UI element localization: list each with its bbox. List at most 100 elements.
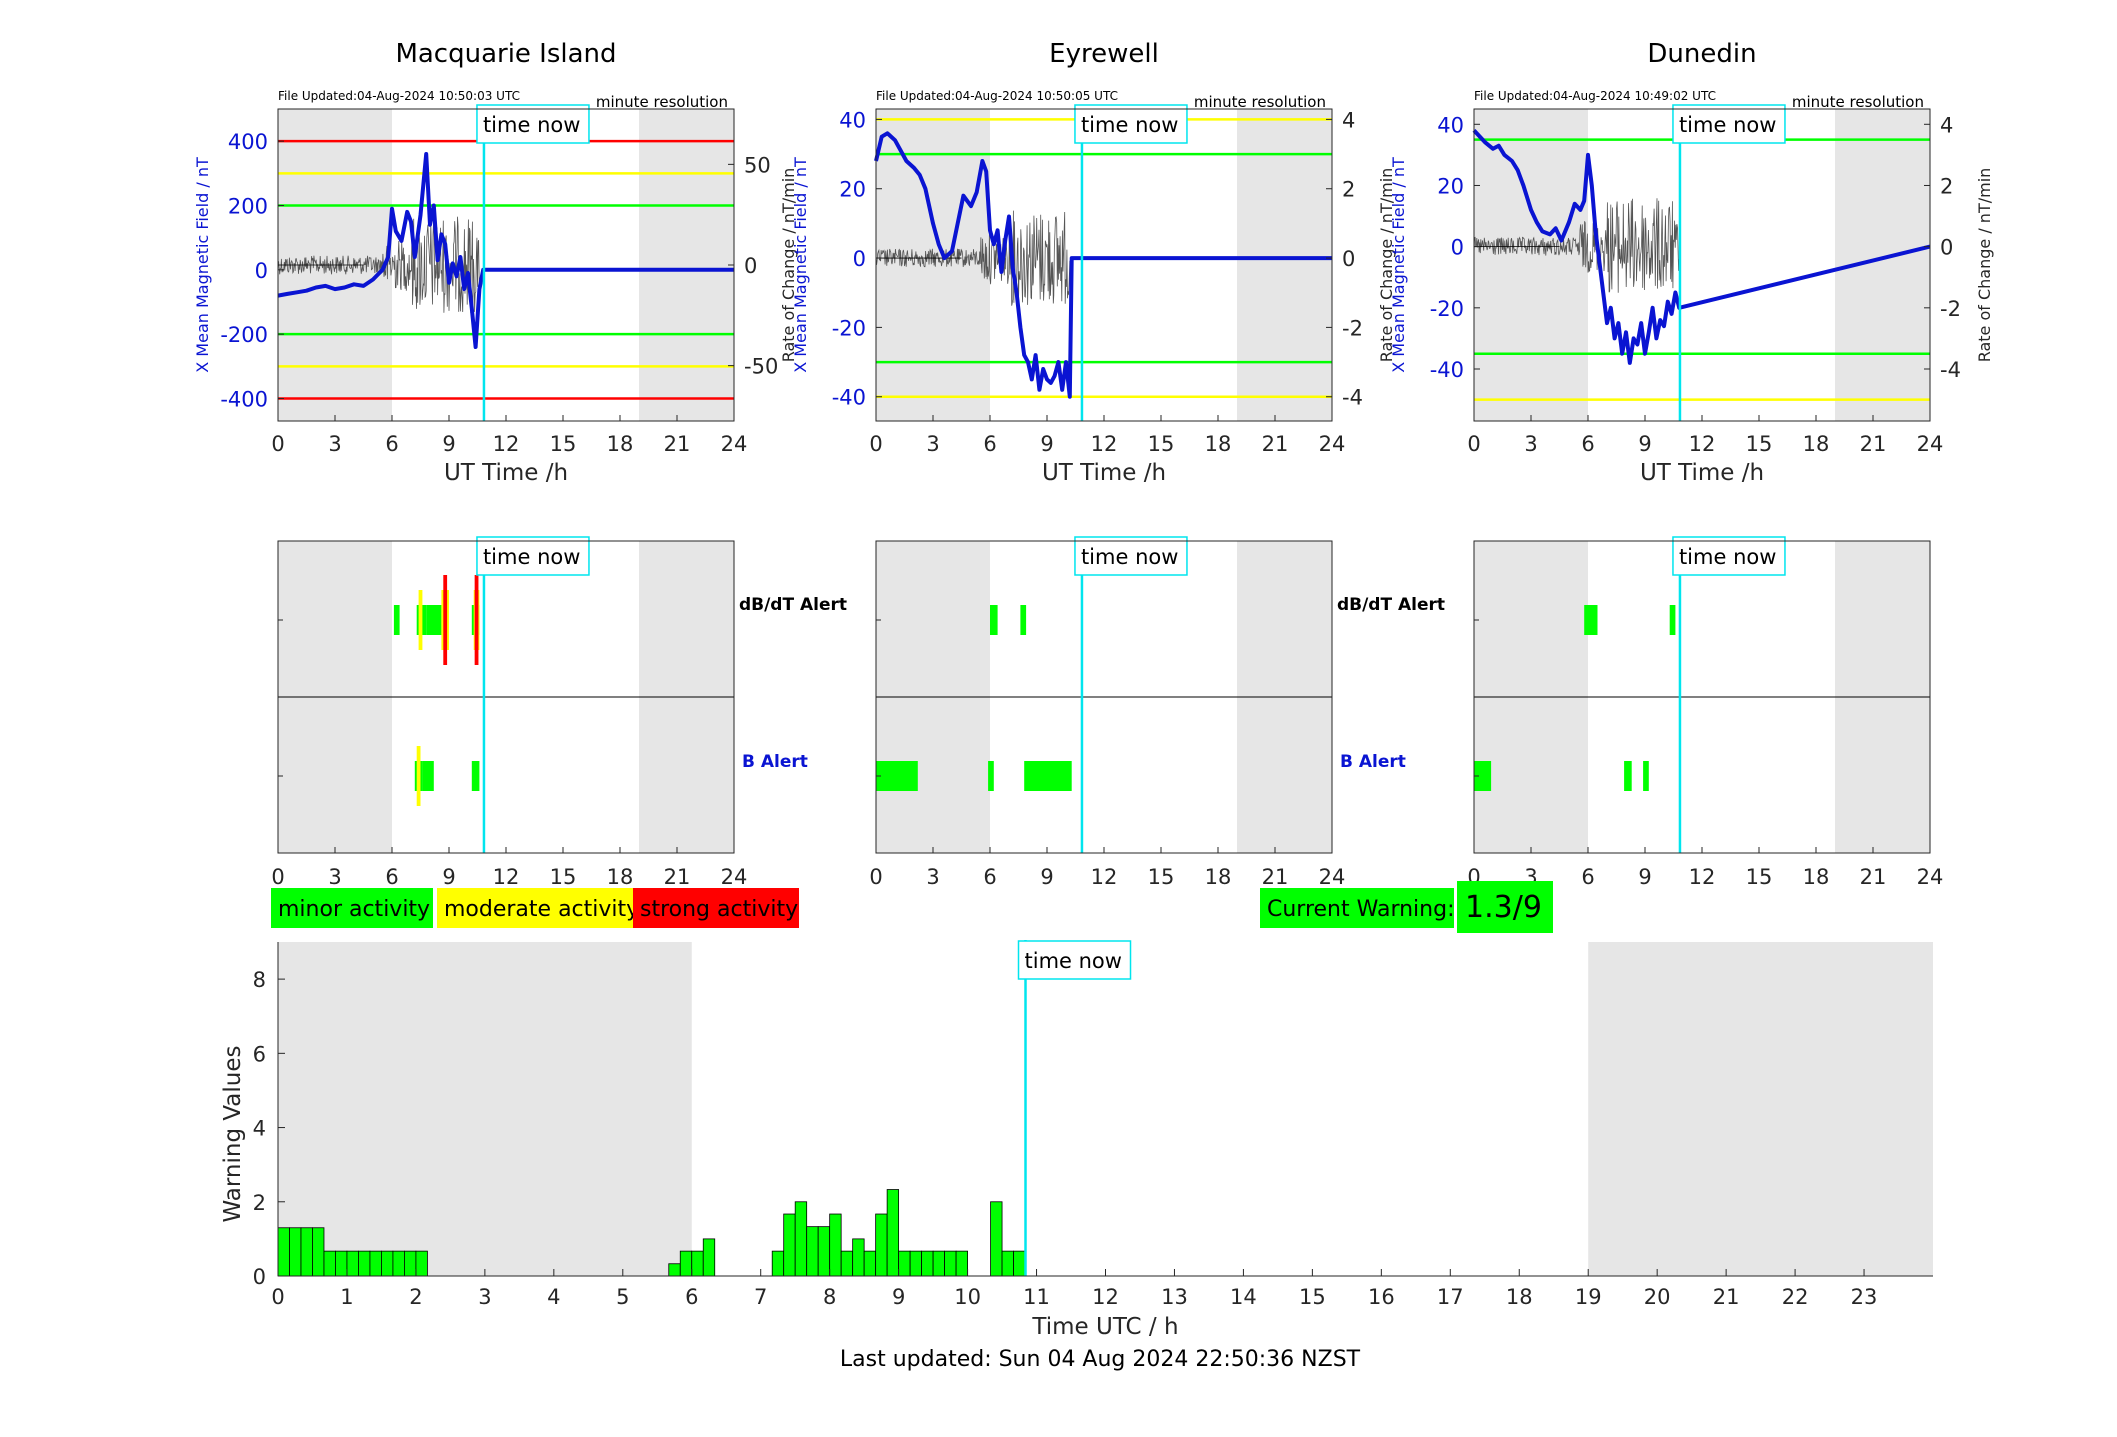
x-tick-label: 3 xyxy=(1524,432,1537,456)
station-panel-2: time now Dunedin File Updated:04-Aug-2024 … xyxy=(1389,39,1994,486)
right-tick-label: 4 xyxy=(1940,113,1953,137)
warning-bar xyxy=(944,1250,957,1277)
x-tick-label: 1 xyxy=(340,1285,353,1309)
rate-of-change-trace xyxy=(1473,198,1680,293)
warning-bar xyxy=(300,1227,313,1277)
warning-bar xyxy=(921,1250,934,1277)
time-now-box xyxy=(476,536,590,576)
legend-minor-label: minor activity xyxy=(278,897,430,922)
right-tick-label: 0 xyxy=(1342,247,1355,271)
file-updated: File Updated:04-Aug-2024 10:49:02 UTC xyxy=(1474,89,1716,103)
resolution-label: minute resolution xyxy=(596,93,728,111)
x-mean-field-line xyxy=(277,152,734,349)
warning-bar xyxy=(886,1189,900,1277)
alert-panel-0: time now 0 3 6 9 12 15 18 21 24 dB/dT Alert B Alert xyxy=(271,536,847,889)
night-shade xyxy=(1474,109,1588,421)
x-tick-label: 21 xyxy=(1713,1285,1740,1309)
x-tick-label: 0 xyxy=(271,865,284,889)
x-tick-label: 15 xyxy=(1299,1285,1326,1309)
y-tick-label: 2 xyxy=(253,1191,266,1215)
warning-bar xyxy=(381,1250,394,1277)
warning-bar xyxy=(346,1250,359,1277)
x-tick-label: 9 xyxy=(1638,432,1651,456)
left-axis-label: X Mean Magnetic Field / nT xyxy=(193,157,212,373)
left-tick-label: 20 xyxy=(1437,174,1464,198)
dbdt-alert-bar xyxy=(474,575,479,665)
legend-strong-label: strong activity xyxy=(640,897,798,922)
warning-bar xyxy=(289,1227,302,1277)
dbdt-alert-bar xyxy=(1584,605,1598,635)
x-tick-label: 12 xyxy=(1689,432,1716,456)
right-axis-label: Rate of Change / nT/min xyxy=(1377,168,1396,363)
x-tick-label: 15 xyxy=(550,865,577,889)
left-tick-label: -20 xyxy=(832,316,866,340)
warning-bar xyxy=(932,1250,945,1277)
legend-moderate-label: moderate activity xyxy=(444,897,639,922)
file-updated: File Updated:04-Aug-2024 10:50:05 UTC xyxy=(876,89,1118,103)
dbdt-alert-bar xyxy=(393,605,400,635)
x-tick-label: 16 xyxy=(1368,1285,1395,1309)
dbdt-alert-bar xyxy=(426,605,442,635)
left-tick-label: 0 xyxy=(1451,236,1464,260)
b-alert-label: B Alert xyxy=(1340,752,1406,772)
rate-of-change-trace xyxy=(875,210,1072,306)
x-tick-label: 3 xyxy=(328,865,341,889)
x-tick-label: 6 xyxy=(685,1285,698,1309)
right-tick-label: -2 xyxy=(1342,316,1363,340)
left-tick-label: 20 xyxy=(839,178,866,202)
x-tick-label: 9 xyxy=(442,865,455,889)
warning-bar xyxy=(829,1213,842,1277)
x-tick-label: 12 xyxy=(1091,865,1118,889)
x-tick-label: 18 xyxy=(1803,865,1830,889)
right-tick-label: 0 xyxy=(744,254,757,278)
warning-bar xyxy=(702,1238,716,1277)
time-now-label: time now xyxy=(1679,113,1776,137)
x-tick-label: 9 xyxy=(1040,865,1053,889)
x-tick-label: 6 xyxy=(1581,432,1594,456)
right-axis-label: Rate of Change / nT/min xyxy=(779,168,798,363)
x-tick-label: 18 xyxy=(1205,865,1232,889)
warning-bar xyxy=(852,1238,865,1277)
x-axis-label: UT Time /h xyxy=(444,460,568,486)
x-tick-label: 12 xyxy=(493,432,520,456)
night-shade xyxy=(1588,942,1933,1276)
warning-bar xyxy=(668,1263,681,1277)
left-tick-label: 200 xyxy=(228,194,268,218)
warning-bar xyxy=(335,1250,348,1277)
legend-strong-box xyxy=(633,888,799,928)
left-tick-label: -200 xyxy=(220,323,268,347)
last-updated: Last updated: Sun 04 Aug 2024 22:50:36 N… xyxy=(840,1347,1361,1372)
left-tick-label: -20 xyxy=(1430,297,1464,321)
warning-bar xyxy=(990,1201,1003,1277)
right-tick-label: -4 xyxy=(1940,358,1961,382)
station-panel-1: time now Eyrewell File Updated:04-Aug-2024… xyxy=(791,39,1396,486)
warning-bar xyxy=(783,1213,796,1277)
current-warning: Current Warning: 1.3/9 xyxy=(1260,881,1553,933)
x-tick-label: 15 xyxy=(1746,432,1773,456)
warning-bar xyxy=(358,1250,371,1277)
x-tick-label: 24 xyxy=(721,432,748,456)
warning-bar xyxy=(415,1250,428,1277)
resolution-label: minute resolution xyxy=(1792,93,1924,111)
left-tick-label: 0 xyxy=(853,247,866,271)
file-updated: File Updated:04-Aug-2024 10:50:03 UTC xyxy=(278,89,520,103)
station-title: Dunedin xyxy=(1647,39,1756,69)
dbdt-alert-bar xyxy=(1020,605,1027,635)
time-now-box xyxy=(1017,940,1132,980)
legend-moderate-box xyxy=(437,888,633,928)
resolution-label: minute resolution xyxy=(1194,93,1326,111)
warning-bar xyxy=(392,1250,405,1277)
y-tick-label: 4 xyxy=(253,1117,266,1141)
x-tick-label: 21 xyxy=(1860,865,1887,889)
warning-bar xyxy=(898,1250,911,1277)
x-tick-label: 20 xyxy=(1644,1285,1671,1309)
y-tick-label: 0 xyxy=(253,1265,266,1289)
x-tick-label: 5 xyxy=(616,1285,629,1309)
b-alert-bar xyxy=(1474,761,1492,791)
station-title: Eyrewell xyxy=(1049,39,1159,69)
dbdt-alert-bar xyxy=(443,575,448,665)
warning-bar xyxy=(771,1250,785,1277)
station-panel-0: time now Macquarie Island File Updated:04-… xyxy=(193,39,798,486)
x-tick-label: 24 xyxy=(1917,865,1944,889)
